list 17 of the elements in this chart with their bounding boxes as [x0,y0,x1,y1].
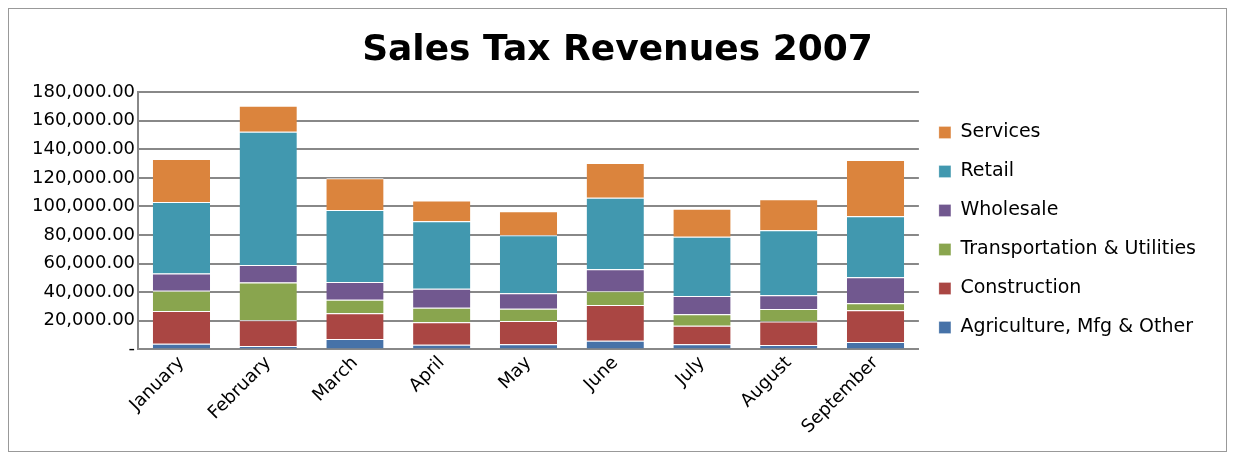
y-tick-label: 180,000.00 [32,79,136,101]
legend-label: Agriculture, Mfg & Other [960,314,1194,337]
y-tick-label: 20,000.00 [43,308,136,330]
y-tick-label: 60,000.00 [43,251,136,273]
y-tick-label: 40,000.00 [43,279,136,301]
legend-label: Construction [960,275,1082,298]
y-tick-label: 120,000.00 [32,165,136,187]
legend-label: Retail [960,158,1015,181]
y-tick-label: 100,000.00 [32,194,136,216]
legend-label: Services [960,119,1041,142]
y-tick-label: 160,000.00 [32,108,136,130]
chart-title: Sales Tax Revenues 2007 [362,26,873,68]
y-tick-label: - [128,337,136,359]
legend-label: Transportation & Utilities [959,236,1197,259]
y-tick-label: 80,000.00 [43,222,136,244]
y-tick-label: 140,000.00 [32,137,136,159]
legend-label: Wholesale [960,197,1059,220]
